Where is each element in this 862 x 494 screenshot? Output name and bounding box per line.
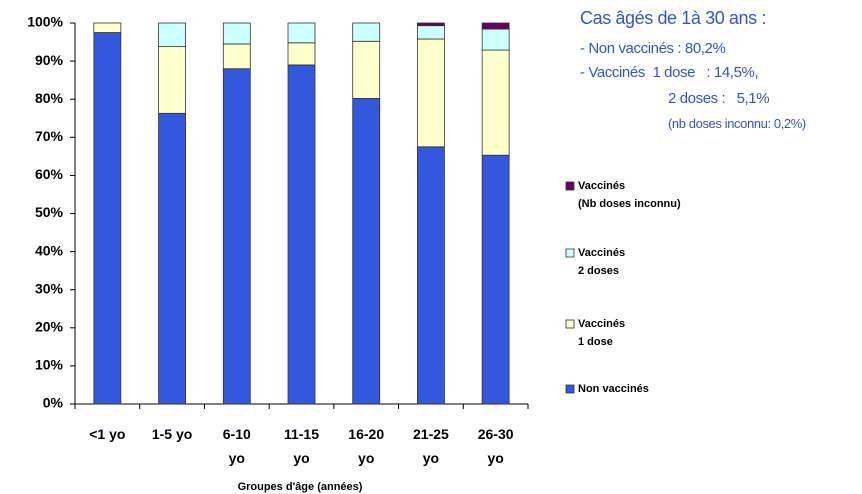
legend-swatch xyxy=(565,384,575,394)
y-tick-label: 10% xyxy=(35,357,64,373)
bar-segment xyxy=(352,22,381,42)
annotation: (nb doses inconnu: 0,2%) xyxy=(668,116,806,131)
legend-swatch xyxy=(565,181,575,191)
legend-label: Vaccinés 1 dose xyxy=(578,318,626,348)
y-tick-label: 90% xyxy=(35,52,64,68)
bar-segment xyxy=(481,154,510,405)
x-axis-title: Groupes d'âge (années) xyxy=(238,481,363,493)
x-tick-label: 16-20 yo xyxy=(348,426,385,466)
x-tick-label: 26-30 yo xyxy=(477,426,514,466)
bar-segment xyxy=(287,22,316,44)
y-tick-label: 50% xyxy=(35,204,64,220)
bar-segment xyxy=(222,43,251,70)
bar-segment xyxy=(222,68,251,405)
bar-segment xyxy=(352,40,381,99)
legend-swatch xyxy=(565,319,575,329)
x-tick-label: 21-25 yo xyxy=(413,426,449,466)
y-tick-label: 0% xyxy=(43,395,64,411)
annotation: - Non vaccinés : 80,2% xyxy=(580,40,726,57)
bar-segment xyxy=(417,146,445,405)
bar-segment xyxy=(287,42,316,66)
y-tick-label: 80% xyxy=(35,90,64,106)
annotation: 2 doses : 5,1% xyxy=(668,90,770,107)
bar-segment xyxy=(158,46,186,114)
x-tick-label: 6-10 yo xyxy=(222,426,251,466)
bar-segment xyxy=(417,22,445,27)
legend-label: Non vaccinés xyxy=(578,383,649,395)
legend-swatch xyxy=(565,248,575,258)
y-tick-label: 60% xyxy=(35,166,64,182)
bar-segment xyxy=(352,98,381,405)
y-tick-label: 20% xyxy=(35,319,64,335)
x-tick-label: 1-5 yo xyxy=(151,426,193,442)
annotation: Cas âgés de 1à 30 ans : xyxy=(580,8,766,28)
bar-segment xyxy=(481,28,510,51)
x-tick-label: <1 yo xyxy=(89,426,126,442)
bar-segment xyxy=(417,38,445,148)
bar-segment xyxy=(417,25,445,40)
bar-segment xyxy=(222,22,251,45)
bar-segment xyxy=(481,22,510,30)
x-tick-label: 11-15 yo xyxy=(283,426,320,466)
legend-label: Vaccinés 2 doses xyxy=(578,247,626,277)
legend-label: Vaccinés (Nb doses inconnu) xyxy=(578,180,681,210)
bar-segment xyxy=(93,32,122,405)
bar-segment xyxy=(481,49,510,156)
y-tick-label: 40% xyxy=(35,242,64,258)
y-tick-label: 100% xyxy=(27,14,63,30)
y-tick-label: 30% xyxy=(35,280,64,296)
bar-segment xyxy=(93,22,122,33)
bar-segment xyxy=(158,22,186,48)
y-tick-label: 70% xyxy=(35,128,64,144)
bar-segment xyxy=(158,112,186,405)
annotation: - Vaccinés 1 dose : 14,5%, xyxy=(580,64,759,81)
bar-segment xyxy=(287,64,316,405)
